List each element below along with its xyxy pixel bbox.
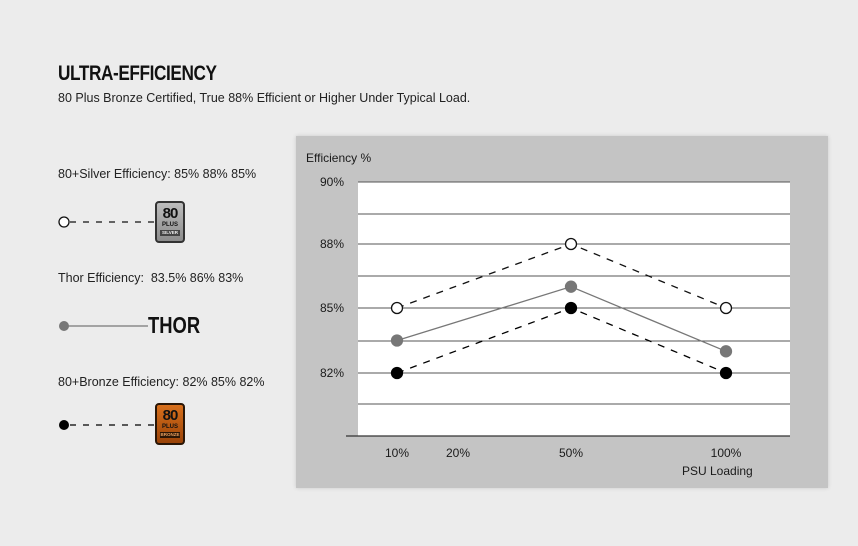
x-tick-label: 20% <box>446 446 470 460</box>
y-tick-labels: 82% 85% 88% 90% <box>320 175 344 380</box>
x-tick-label: 50% <box>559 446 583 460</box>
filled-circle-marker-icon <box>59 420 69 430</box>
page-title: ULTRA-EFFICIENCY <box>58 62 217 85</box>
x-tick-label: 10% <box>385 446 409 460</box>
data-point-thor <box>564 280 578 293</box>
y-axis-label: Efficiency % <box>306 151 371 165</box>
data-point-bronze <box>564 301 578 315</box>
legend-silver-text: 80+Silver Efficiency: 85% 88% 85% <box>58 167 257 181</box>
y-tick-label: 85% <box>320 301 344 315</box>
gray-circle-marker-icon <box>59 321 69 331</box>
series-group <box>390 237 733 380</box>
data-point-silver <box>390 301 404 315</box>
silver-badge-plus: PLUS <box>161 222 178 228</box>
open-circle-marker-icon <box>58 216 70 228</box>
legend-thor-line <box>59 321 148 331</box>
efficiency-chart: 82%85%88%90% 10% 20% 50% 100% Efficiency % … <box>306 151 790 478</box>
data-point-bronze <box>719 366 733 380</box>
y-tick-label: 82% <box>320 366 344 380</box>
bronze-badge-number: 80 <box>162 407 179 424</box>
data-point-silver <box>719 301 733 315</box>
chart-panel: 82% 85% 88% 90% 10% 20% 50% 100% Efficiency % … <box>296 136 828 488</box>
bronze-badge-plus: PLUS <box>161 424 178 430</box>
y-tick-label: 90% <box>320 175 344 189</box>
legend-bronze-text: 80+Bronze Efficiency: 82% 85% 82% <box>58 375 265 389</box>
y-tick-label: 88% <box>320 237 344 251</box>
legend-bronze-line <box>59 420 154 430</box>
x-axis-label: PSU Loading <box>682 464 753 478</box>
data-point-thor <box>719 345 733 358</box>
silver-badge-tier: SILVER <box>160 230 180 236</box>
x-tick-labels: 10% 20% 50% 100% <box>385 446 742 460</box>
legend-silver-line <box>58 216 154 228</box>
thor-logo: THOR <box>148 312 201 338</box>
data-point-bronze <box>390 366 404 380</box>
silver-badge-number: 80 <box>162 205 179 222</box>
page-subtitle: 80 Plus Bronze Certified, True 88% Effic… <box>58 91 471 105</box>
data-point-thor <box>390 334 404 347</box>
data-point-silver <box>564 237 578 251</box>
bronze-badge-icon: 80 PLUS BRONZE <box>155 403 185 445</box>
bronze-badge-tier: BRONZE <box>160 432 180 438</box>
silver-badge-icon: 80 PLUS SILVER <box>155 201 185 243</box>
x-tick-label: 100% <box>711 446 742 460</box>
legend-thor-text: Thor Efficiency: 83.5% 86% 83% <box>58 271 244 285</box>
